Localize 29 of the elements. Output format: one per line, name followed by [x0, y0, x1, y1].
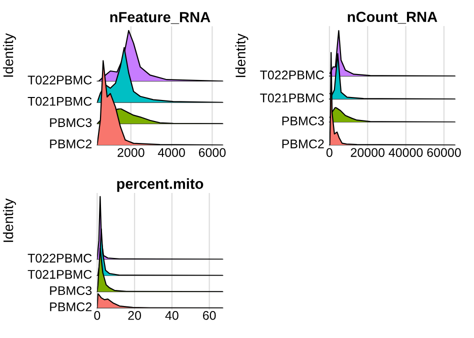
x-tick-label: 20 — [128, 311, 142, 320]
x-tick-label: 20000 — [350, 148, 384, 157]
y-axis-title: Identity — [235, 34, 248, 78]
x-tick-label: 60 — [203, 311, 216, 320]
series-label: PBMC3 — [50, 118, 92, 128]
series-label: PBMC2 — [50, 140, 92, 148]
y-axis-title: Identity — [3, 198, 16, 242]
x-tick-label: 4000 — [158, 148, 185, 157]
series-label: T022PBMC — [260, 70, 324, 80]
series-label: PBMC3 — [282, 116, 324, 126]
series-label: T021PBMC — [260, 94, 324, 102]
x-tick-label: 40000 — [388, 148, 423, 157]
y-axis-title: Identity — [3, 33, 16, 77]
x-tick-label: 60000 — [427, 148, 461, 157]
series-label: T022PBMC — [28, 76, 92, 84]
x-tick-label: 40 — [165, 311, 178, 320]
chart-title: nFeature_RNA — [110, 12, 210, 24]
series-label: PBMC3 — [50, 286, 92, 296]
x-tick-label: 6000 — [198, 148, 226, 157]
x-tick-label: 2000 — [118, 148, 144, 157]
series-label: PBMC2 — [50, 302, 92, 312]
chart-title: percent.mito — [117, 178, 204, 192]
series-label: T022PBMC — [28, 254, 92, 263]
series-label: T021PBMC — [28, 96, 92, 106]
series-label: PBMC2 — [282, 140, 324, 148]
x-tick-label: 0 — [94, 311, 100, 320]
series-label: T021PBMC — [28, 270, 92, 279]
x-tick-label: 0 — [326, 148, 332, 157]
chart-title: nCount_RNA — [348, 12, 438, 24]
